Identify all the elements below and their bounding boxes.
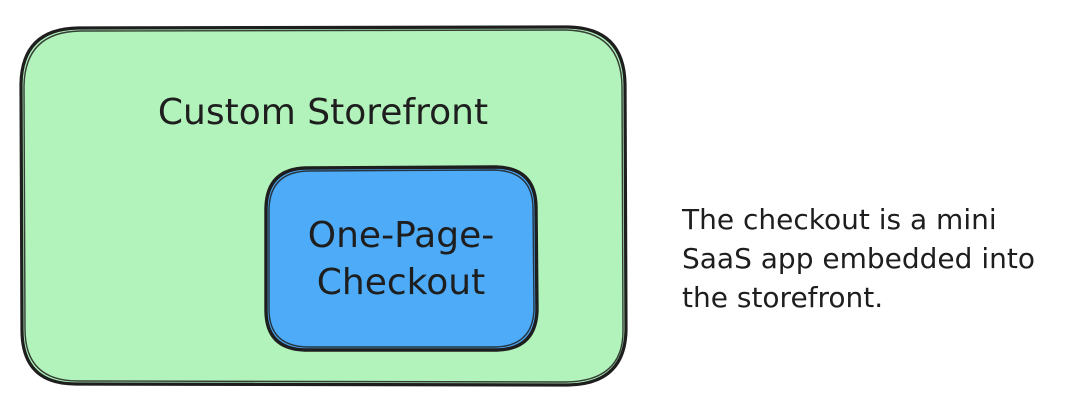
storefront-box-sketch-stroke	[23, 29, 624, 383]
note-line-3: the storefront.	[682, 281, 883, 314]
checkout-label-line-2: Checkout	[317, 262, 485, 303]
checkout-box-shape	[264, 165, 539, 352]
checkout-label-line-1: One-Page-	[308, 215, 494, 256]
storefront-label: Custom Storefront	[158, 92, 488, 133]
checkout-box: One-Page- Checkout	[264, 165, 539, 352]
note: The checkout is a mini SaaS app embedded…	[681, 203, 1035, 314]
checkout-box-sketch-stroke	[268, 169, 535, 348]
note-line-2: SaaS app embedded into	[682, 242, 1035, 275]
note-line-1: The checkout is a mini	[681, 203, 997, 236]
